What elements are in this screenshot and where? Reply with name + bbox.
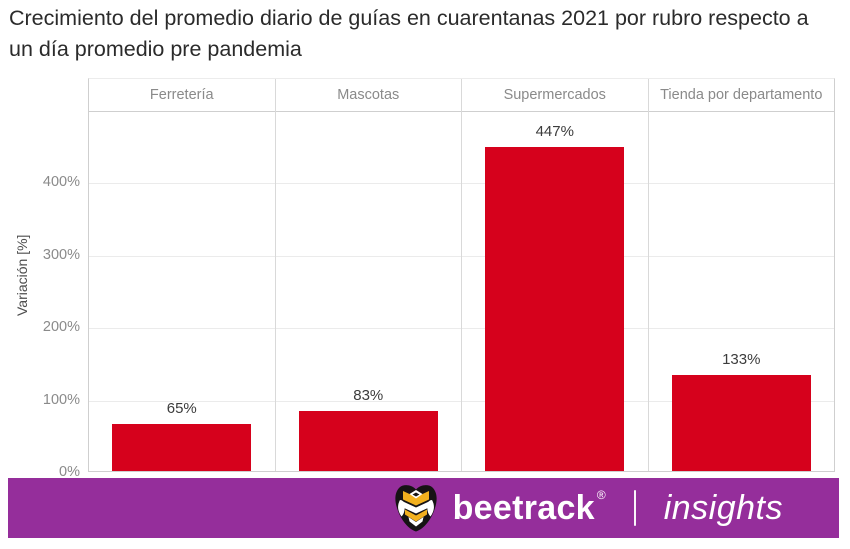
bar-ferreteria [112,423,252,471]
ytick-label: 100% [42,391,80,408]
footer-banner: beetrack ® insights [8,478,839,538]
panel-header-label: Mascotas [275,79,461,112]
panel-ferreteria: Ferretería 65% [89,79,276,471]
footer-divider [633,490,636,526]
bar-tienda-por-departamento [671,374,811,471]
panel-header-label: Ferretería [89,79,275,112]
bee-icon [394,485,437,532]
bar-mascotas [298,410,438,471]
ytick-label: 300% [42,246,80,263]
bar-value-label: 133% [722,350,761,368]
bar-value-label: 447% [535,123,574,141]
panel-supermercados: Supermercados 447% [462,79,649,471]
plot-area: Ferretería 65% Mascotas 83% Supermercados 447… [88,78,835,472]
panels: Ferretería 65% Mascotas 83% Supermercados 447… [89,79,834,471]
bar-value-label: 65% [166,399,197,417]
bar-supermercados [485,147,625,471]
chart-region: Variación [%] 0% 100% 200% 300% 400% Ferrete… [0,78,850,480]
brand-wordmark: beetrack [452,489,595,527]
panel-header-label: Tienda por departamento [648,79,834,112]
y-axis-title: Variación [%] [14,234,30,316]
bar-value-label: 83% [353,386,384,404]
ytick-label: 0% [59,464,80,480]
panel-mascotas: Mascotas 83% [275,79,462,471]
panel-header-label: Supermercados [462,79,648,112]
y-axis-gutter: Variación [%] 0% 100% 200% 300% 400% [0,78,88,480]
registered-mark: ® [596,488,606,502]
ytick-label: 400% [42,174,80,191]
product-wordmark: insights [663,489,783,527]
page-title: Crecimiento del promedio diario de guías… [9,6,809,61]
panel-tienda-por-departamento: Tienda por departamento 133% [648,79,834,471]
ytick-label: 200% [42,319,80,336]
